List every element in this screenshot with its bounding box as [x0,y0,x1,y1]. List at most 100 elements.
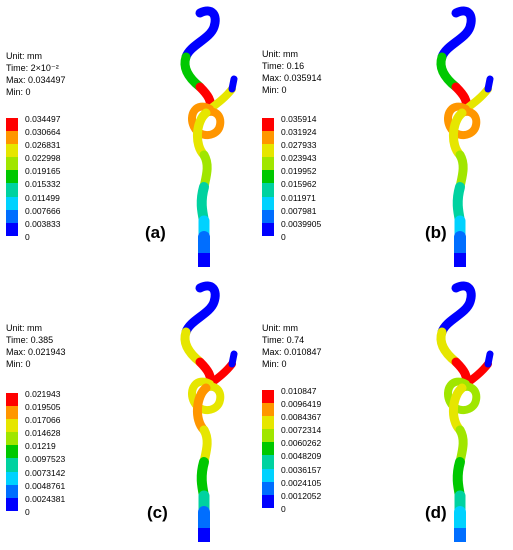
info-unit: Unit: mm [6,323,42,333]
legend-swatch [6,144,18,158]
legend-swatch [6,445,18,459]
vessel-model-c [180,281,238,542]
panel-label-a: (a) [145,223,166,242]
legend-tick-label: 0.022998 [25,153,61,164]
info-min: Min: 0 [6,359,31,369]
legend-tick-label: 0.015962 [281,179,317,190]
legend-swatch [262,170,274,184]
legend-swatch [6,157,18,171]
legend-tick-label: 0.007666 [25,205,61,216]
legend-tick-label: 0.030664 [25,127,61,138]
legend-tick-label: 0.003833 [25,218,61,229]
legend-swatch [6,497,18,511]
legend-tick-label: 0.0072314 [281,425,322,436]
legend-swatch [262,157,274,171]
legend-swatch [6,170,18,184]
legend-tick-label: 0 [25,231,30,242]
panel-d: Unit: mm Time: 0.74 Max: 0.010847 Min: 0 0.0… [256,275,512,550]
legend-tick-label: 0 [281,503,286,514]
legend-tick-label: 0.0036157 [281,464,322,475]
legend-swatch [6,196,18,210]
legend-tick-label: 0.027933 [281,140,317,151]
vessel-model-a [180,6,238,267]
legend-tick-label: 0.017066 [25,415,61,426]
legend-swatch [6,393,18,407]
legend-tick-label: 0.031924 [281,127,317,138]
legend-swatch [262,118,274,132]
panel-a: Unit: mm Time: 2×10⁻² Max: 0.034497 Min: 0 0… [0,0,256,275]
info-min: Min: 0 [262,85,287,95]
legend-tick-label: 0.0048209 [281,451,322,462]
legend-swatch [262,481,274,495]
info-time: Time: 0.385 [6,335,54,345]
legend-tick-label: 0.019952 [281,166,317,177]
legend-tick-label: 0.011971 [281,192,316,203]
legend-tick-label: 0.0096419 [281,399,322,410]
legend-swatch [262,390,274,404]
info-block-d: Unit: mm Time: 0.74 Max: 0.010847 Min: 0 [262,322,322,370]
legend-swatch [262,455,274,469]
info-max: Max: 0.021943 [6,347,66,357]
info-max: Max: 0.010847 [262,347,322,357]
legend-tick-label: 0.014628 [25,428,61,439]
panel-label-b: (b) [425,223,447,242]
panel-b: Unit: mm Time: 0.16 Max: 0.035914 Min: 0 0.0… [256,0,512,275]
legend-swatch [6,183,18,197]
info-block-b: Unit: mm Time: 0.16 Max: 0.035914 Min: 0 [262,48,322,96]
panel-label-d: (d) [425,503,447,522]
legend-tick-label: 0 [25,506,30,517]
legend-tick-label: 0.021943 [25,389,61,399]
panel-c: Unit: mm Time: 0.385 Max: 0.021943 Min: 0 0.… [0,275,256,550]
legend-tick-label: 0.019165 [25,166,61,177]
legend-swatch [262,494,274,508]
legend-tick-label: 0.0073142 [25,467,66,478]
legend-swatch [262,468,274,482]
info-max: Max: 0.035914 [262,73,322,83]
info-block-c: Unit: mm Time: 0.385 Max: 0.021943 Min: 0 [6,322,66,370]
info-unit: Unit: mm [262,49,298,59]
info-time: Time: 0.16 [262,61,305,71]
info-time: Time: 0.74 [262,335,305,345]
legend-swatch [6,222,18,236]
legend-tick-label: 0.0084367 [281,412,322,423]
info-unit: Unit: mm [6,51,42,61]
legend-swatch [262,209,274,223]
legend-swatch [6,118,18,132]
legend-tick-label: 0.0024105 [281,477,322,488]
legend-swatch [6,484,18,498]
legend-tick-label: 0.034497 [25,114,61,124]
legend-swatch [6,131,18,145]
legend-tick-label: 0.0060262 [281,438,322,449]
legend-tick-label: 0.007981 [281,205,317,216]
vessel-model-b [436,6,494,267]
legend-tick-label: 0.0024381 [25,493,66,504]
legend-tick-label: 0.0048761 [25,480,66,491]
legend-tick-label: 0.01219 [25,441,56,452]
legend-tick-label: 0.019505 [25,402,61,413]
vessel-model-d [436,281,494,542]
legend-swatch [262,144,274,158]
info-unit: Unit: mm [262,323,298,333]
legend-swatch [262,429,274,443]
legend-tick-label: 0.015332 [25,179,61,190]
info-max: Max: 0.034497 [6,75,66,85]
legend-swatch [6,458,18,472]
legend-swatch [262,403,274,417]
legend-swatch [6,471,18,485]
legend-swatch [262,196,274,210]
info-min: Min: 0 [6,87,31,97]
legend-tick-label: 0.023943 [281,153,317,164]
legend-swatch [262,442,274,456]
legend-tick-label: 0.0097523 [25,454,66,465]
legend-swatch [262,222,274,236]
legend-tick-label: 0.010847 [281,386,317,396]
legend-swatch [6,406,18,420]
legend-swatch [6,209,18,223]
legend-swatch [6,432,18,446]
legend-tick-label: 0.0039905 [281,218,322,229]
legend-tick-label: 0.0012052 [281,490,322,501]
legend-tick-label: 0.026831 [25,140,61,151]
panel-label-c: (c) [147,503,168,522]
legend-tick-label: 0.011499 [25,192,60,203]
legend-swatch [262,183,274,197]
